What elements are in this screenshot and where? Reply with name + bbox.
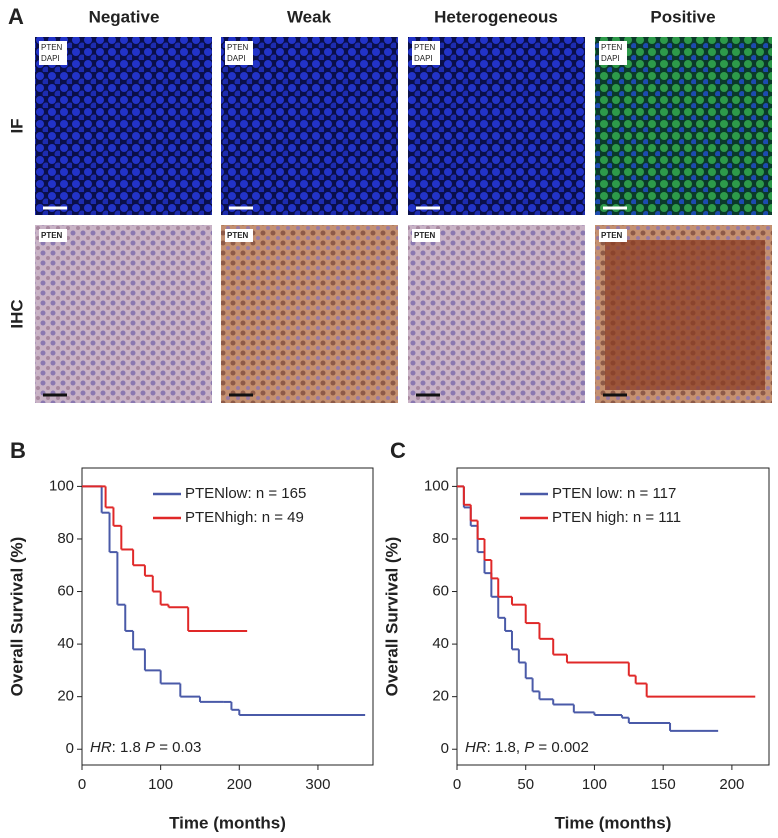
x-tick-label: 100 [582,776,607,793]
inset-box [225,41,253,65]
annotation-part: = 0.002 [534,739,589,756]
y-tick-label: 40 [57,635,74,652]
legend-label: PTENlow: n = 165 [185,485,306,502]
row-label: IF [7,118,26,133]
x-tick-label: 50 [517,776,534,793]
inset-box [412,229,440,242]
x-tick-label: 150 [651,776,676,793]
ihc-image [408,225,585,403]
x-tick-label: 300 [305,776,330,793]
y-tick-label: 80 [432,530,449,547]
y-tick-label: 60 [57,582,74,599]
inset-label: PTEN [41,43,63,52]
inset-label: DAPI [227,54,246,63]
inset-box [599,41,627,65]
annotation-part: P [145,739,155,756]
if-image [35,37,212,215]
annotation-part: : 1.8, [487,739,525,756]
inset-label: PTEN [414,231,436,240]
annotation-part: = 0.03 [155,739,201,756]
inset-label: DAPI [414,54,433,63]
y-tick-label: 80 [57,530,74,547]
inset-label: DAPI [601,54,620,63]
column-label: Negative [89,7,160,26]
y-tick-label: 60 [432,582,449,599]
inset-label: PTEN [601,231,623,240]
if-image [595,37,772,215]
inset-box [39,229,67,242]
column-label: Weak [287,7,332,26]
y-tick-label: 100 [424,477,449,494]
panel-label: A [8,4,24,29]
y-axis-title: Overall Survival (%) [7,537,26,697]
y-axis-title: Overall Survival (%) [382,537,401,697]
y-tick-label: 20 [57,688,74,705]
plot-frame [456,467,770,766]
x-tick-label: 200 [719,776,744,793]
y-tick-label: 40 [432,635,449,652]
y-tick-label: 20 [432,688,449,705]
inset-label: PTEN [227,43,249,52]
column-label: Positive [650,7,715,26]
annotation: HR: 1.8, P = 0.002 [465,739,589,756]
y-tick-label: 0 [66,740,74,757]
row-label: IHC [7,299,26,328]
x-tick-label: 200 [227,776,252,793]
if-image [408,37,585,215]
annotation: HR: 1.8 P = 0.03 [90,739,201,756]
annotation-part: HR [90,739,112,756]
x-axis-title: Time (months) [169,813,286,832]
micrographs: PTEN DAPI PTEN PTEN DAPI PTEN PTEN DAPI PTEN PTEN… [35,37,772,403]
x-tick-label: 0 [453,776,461,793]
x-axis-title: Time (months) [555,813,672,832]
ihc-stain [605,240,765,390]
if-image [221,37,398,215]
panel-label: C [390,438,406,463]
x-tick-label: 0 [78,776,86,793]
inset-box [225,229,253,242]
inset-label: PTEN [414,43,436,52]
x-tick-label: 100 [148,776,173,793]
plot-frame [81,467,374,766]
annotation-part: HR [465,739,487,756]
inset-label: PTEN [227,231,249,240]
annotation-part: : 1.8 [112,739,145,756]
legend-label: PTEN low: n = 117 [552,485,676,502]
panel-label: B [10,438,26,463]
inset-label: DAPI [41,54,60,63]
ihc-image [221,225,398,403]
inset-label: PTEN [601,43,623,52]
inset-box [39,41,67,65]
y-tick-label: 100 [49,477,74,494]
annotation-part: P [524,739,534,756]
y-tick-label: 0 [441,740,449,757]
inset-label: PTEN [41,231,63,240]
legend-label: PTENhigh: n = 49 [185,509,304,526]
legend-label: PTEN high: n = 111 [552,509,681,526]
column-label: Heterogeneous [434,7,558,26]
ihc-image [35,225,212,403]
inset-box [412,41,440,65]
inset-box [599,229,627,242]
